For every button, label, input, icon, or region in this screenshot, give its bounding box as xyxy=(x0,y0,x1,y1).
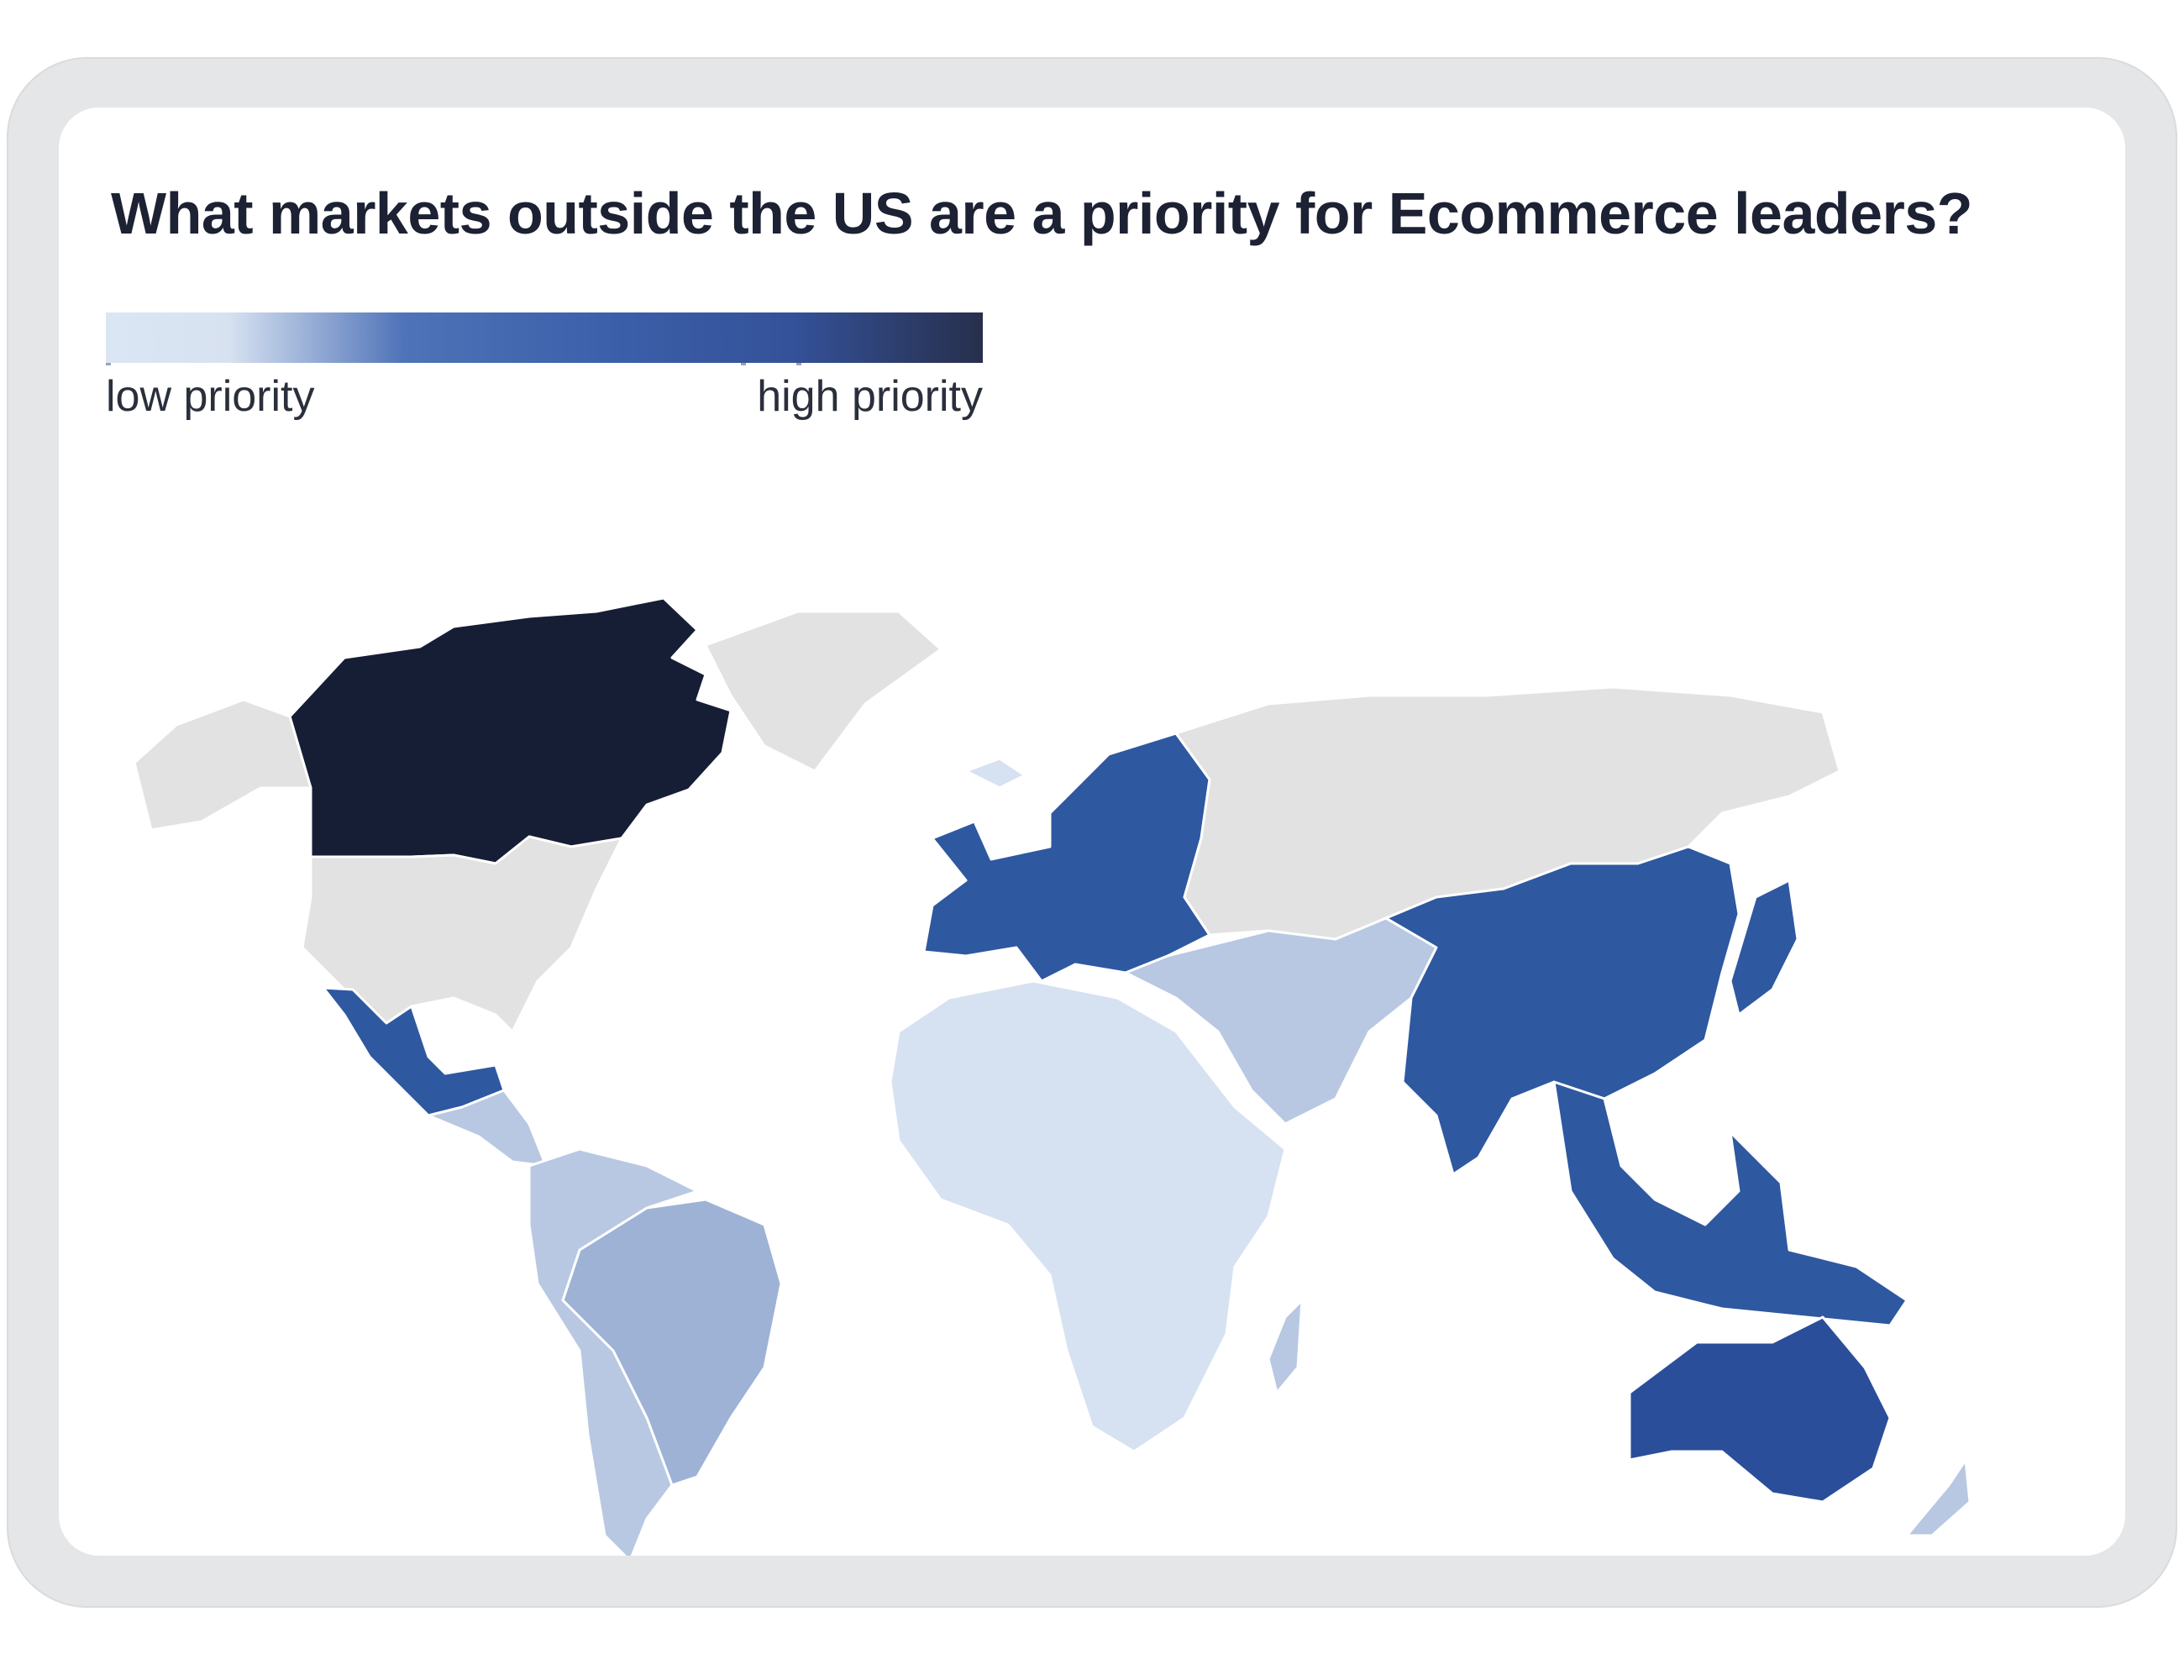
legend-high-label: high priority xyxy=(757,372,983,421)
region-iceland xyxy=(964,757,1026,790)
region-china-and-south-asia xyxy=(1384,845,1740,1176)
region-australia xyxy=(1628,1315,1892,1504)
legend-gradient-bar xyxy=(106,312,983,363)
legend-labels: low priority high priority xyxy=(106,371,983,422)
legend-ticks xyxy=(106,363,983,371)
region-greenland xyxy=(704,610,942,773)
color-legend: low priority high priority xyxy=(106,312,983,422)
legend-low-label: low priority xyxy=(106,372,315,421)
region-southeast-asia xyxy=(1552,1080,1908,1327)
tablet-frame: What markets outside the US are a priori… xyxy=(7,57,2177,1608)
world-map xyxy=(133,596,1971,1556)
region-central-america xyxy=(427,1089,548,1168)
region-madagascar xyxy=(1267,1299,1304,1394)
region-africa xyxy=(889,979,1287,1453)
region-rest-of-south-america xyxy=(528,1147,699,1556)
region-mexico xyxy=(322,986,506,1117)
region-japan xyxy=(1729,879,1799,1016)
region-alaska xyxy=(133,698,312,832)
region-canada xyxy=(288,596,732,865)
region-middle-east xyxy=(1124,916,1438,1126)
page-title: What markets outside the US are a priori… xyxy=(111,181,1973,246)
tablet-screen: What markets outside the US are a priori… xyxy=(59,108,2125,1556)
region-new-zealand xyxy=(1905,1458,1971,1537)
